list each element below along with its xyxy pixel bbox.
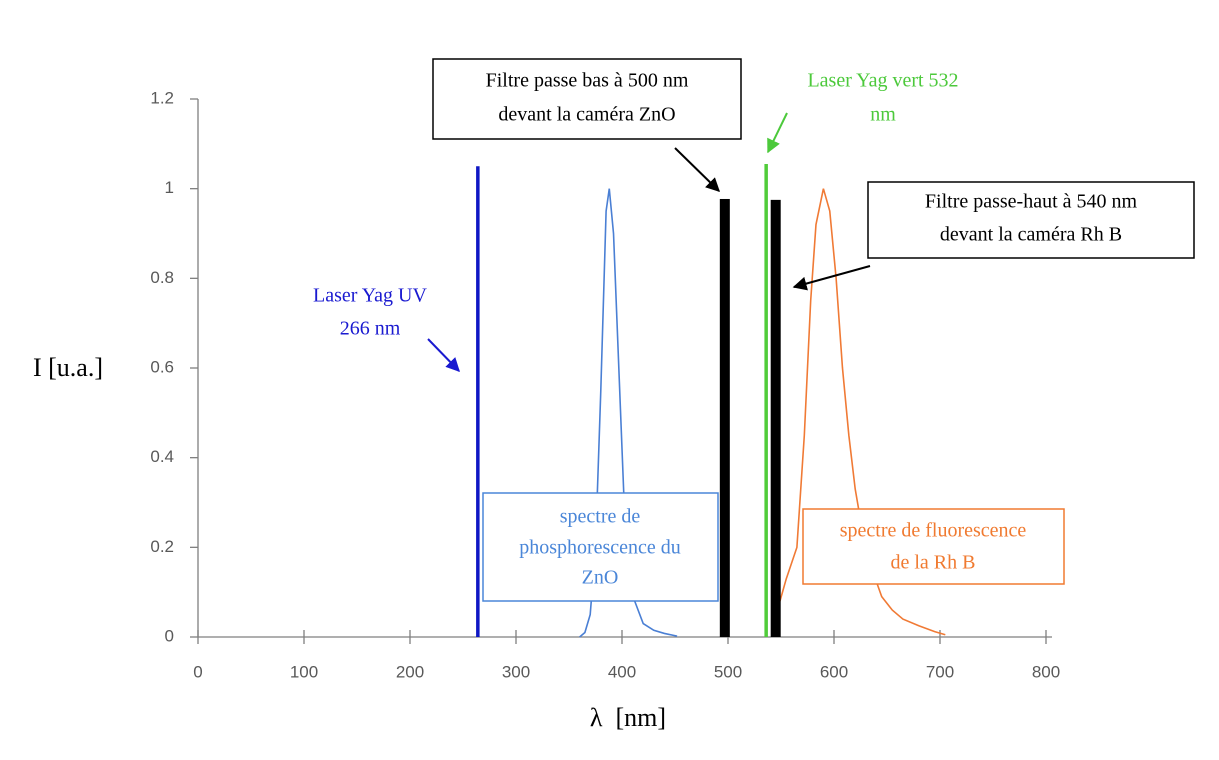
annotation-box <box>432 58 742 140</box>
arrow <box>427 338 460 373</box>
y-tick-label: 0.8 <box>150 268 174 287</box>
annotation-text: devant la caméra Rh B <box>940 224 1122 246</box>
annotation-text: Filtre passe-haut à 540 nm <box>925 191 1138 213</box>
arrow <box>674 147 721 192</box>
annotation-text: Laser Yag vert 532 <box>807 70 958 92</box>
y-tick-label: 0.2 <box>150 537 174 556</box>
y-tick-label: 0 <box>165 626 174 645</box>
annotation-text: spectre de fluorescence <box>840 520 1027 542</box>
x-tick-label: 500 <box>714 662 742 681</box>
annotation-text: 266 nm <box>340 318 401 340</box>
x-tick-label: 800 <box>1032 662 1060 681</box>
x-tick-label: 600 <box>820 662 848 681</box>
y-tick-label: 0.4 <box>150 447 174 466</box>
x-tick-label: 700 <box>926 662 954 681</box>
x-tick-label: 300 <box>502 662 530 681</box>
spectrum-line <box>779 188 946 636</box>
annotation-text: spectre de <box>560 506 641 528</box>
annotation-text: Filtre passe bas à 500 nm <box>486 70 689 92</box>
annotation-box <box>802 508 1065 585</box>
x-tick-label: 400 <box>608 662 636 681</box>
annotation-box <box>867 181 1195 259</box>
x-tick-label: 200 <box>396 662 424 681</box>
annotation-box <box>482 492 719 602</box>
arrow <box>792 265 871 291</box>
annotation-text: Laser Yag UV <box>313 285 427 307</box>
y-axis-label: I [u.a.] <box>33 353 103 382</box>
filter-bar <box>770 199 781 637</box>
y-tick-label: 0.6 <box>150 357 174 376</box>
filter-bar <box>719 198 730 637</box>
x-tick-label: 100 <box>290 662 318 681</box>
annotation-boxes: spectre de phosphorescence du ZnO spectr… <box>482 492 1065 602</box>
annotation-text: nm <box>870 104 896 126</box>
y-tick-label: 1.2 <box>150 88 174 107</box>
annotation-text: ZnO <box>582 567 619 589</box>
annotation-text: phosphorescence du <box>519 537 681 559</box>
annotation-text: devant la caméra ZnO <box>498 104 675 126</box>
arrow <box>767 112 788 154</box>
x-axis-label: λ [nm] <box>590 703 666 732</box>
x-tick-label: 0 <box>193 662 202 681</box>
y-tick-label: 1 <box>165 178 174 197</box>
annotation-text: de la Rh B <box>891 552 976 574</box>
